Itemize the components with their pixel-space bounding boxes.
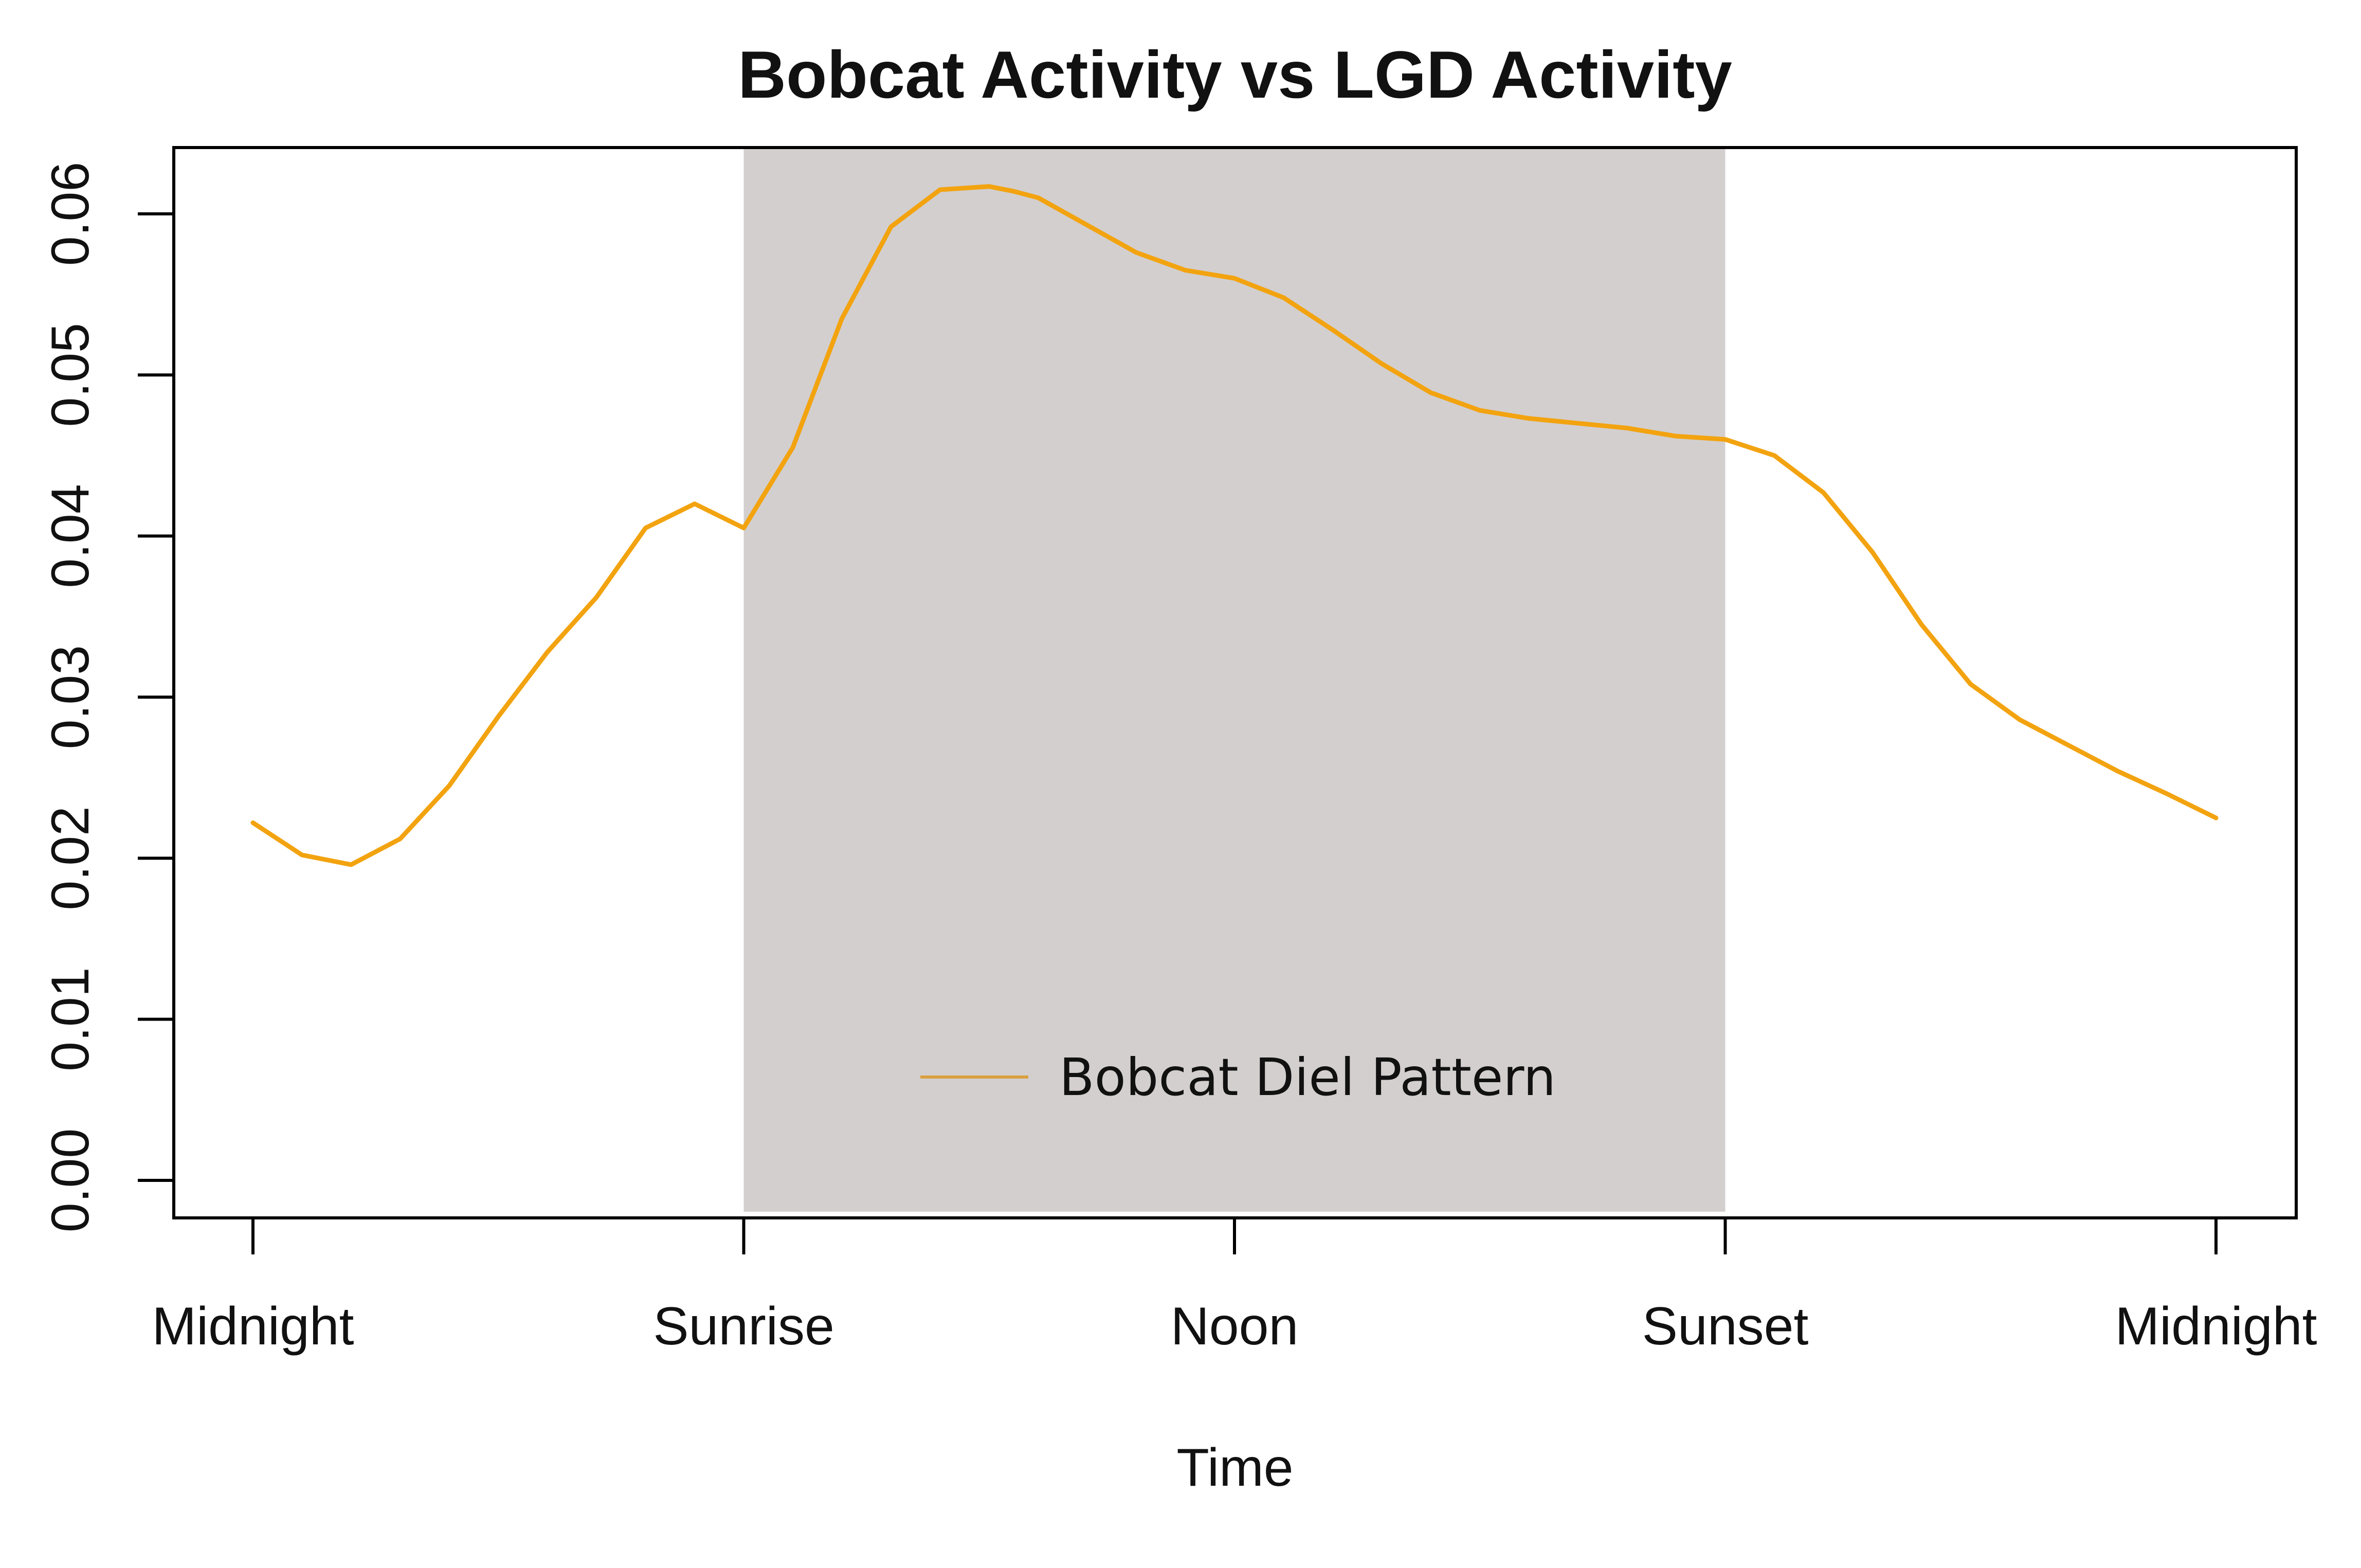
y-axis: 0.00 0.01 0.02 0.03 0.04 0.05 0.06 <box>41 162 174 1232</box>
y-tick-label: 0.01 <box>41 967 100 1071</box>
chart-title: Bobcat Activity vs LGD Activity <box>738 37 1732 112</box>
x-tick-label: Noon <box>1171 1297 1299 1356</box>
x-axis-title: Time <box>1176 1438 1293 1498</box>
y-tick-label: 0.04 <box>41 484 100 588</box>
y-tick-label: 0.06 <box>41 162 100 266</box>
x-axis: Midnight Sunrise Noon Sunset Midnight <box>152 1218 2317 1356</box>
x-tick-label: Midnight <box>152 1297 354 1356</box>
legend-label-bobcat-diel-pattern: Bobcat Diel Pattern <box>1059 1047 1556 1107</box>
day-shading <box>743 148 1726 1212</box>
y-tick-label: 0.02 <box>41 806 100 910</box>
series-group <box>250 184 2219 867</box>
y-tick-label: 0.00 <box>41 1128 100 1232</box>
y-tick-label: 0.05 <box>41 323 100 427</box>
y-tick-label: 0.03 <box>41 645 100 749</box>
x-tick-label: Midnight <box>2115 1297 2317 1356</box>
legend: Bobcat Diel Pattern <box>920 1047 1556 1107</box>
series-line-bobcat-diel-pattern <box>250 184 2219 867</box>
x-tick-label: Sunset <box>1642 1297 1809 1356</box>
x-tick-label: Sunrise <box>653 1297 834 1356</box>
